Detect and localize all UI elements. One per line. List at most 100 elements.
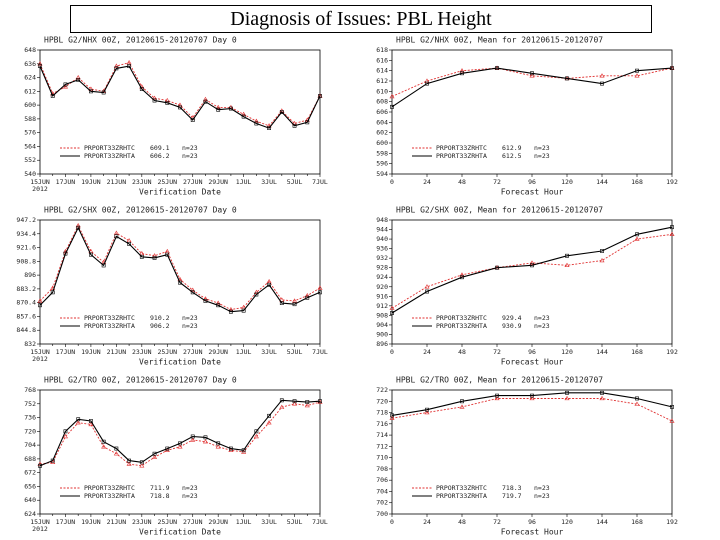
x-tick-label: 0 xyxy=(390,518,394,526)
point-marker xyxy=(50,458,55,463)
legend-n: n=23 xyxy=(182,322,198,330)
y-tick-label: 700 xyxy=(376,510,388,518)
y-tick-label: 616 xyxy=(376,56,388,64)
x-axis-label: Verification Date xyxy=(139,358,221,367)
legend-n: n=23 xyxy=(534,492,550,500)
x-tick-label: 29JUN xyxy=(208,178,228,186)
point-marker xyxy=(634,73,640,78)
point-marker xyxy=(425,289,429,294)
series-line xyxy=(39,226,321,313)
y-tick-label: 624 xyxy=(24,510,36,518)
point-marker xyxy=(203,435,208,440)
y-tick-label: 934.4 xyxy=(16,230,36,238)
point-marker xyxy=(76,77,81,82)
point-marker xyxy=(229,106,233,111)
chart-title: HPBL G2/TRO 00Z, Mean for 20120615-20120… xyxy=(396,376,603,385)
point-marker xyxy=(305,120,310,125)
y-tick-label: 608 xyxy=(376,98,388,106)
point-marker xyxy=(635,396,639,401)
point-marker xyxy=(460,275,464,280)
point-marker xyxy=(89,419,93,423)
point-marker xyxy=(127,64,131,68)
point-marker xyxy=(152,451,157,456)
point-marker xyxy=(495,265,499,270)
point-marker xyxy=(266,420,272,425)
y-tick-label: 900 xyxy=(376,330,388,338)
x-tick-label: 72 xyxy=(493,518,501,526)
point-marker xyxy=(215,444,221,449)
legend-label: PRPORT33ZRHTA xyxy=(84,152,135,160)
point-marker xyxy=(165,100,170,105)
series-line xyxy=(391,392,673,416)
chart-title: HPBL G2/NHX 00Z, 20120615-20120707 Day 0 xyxy=(44,36,237,45)
y-tick-label: 832 xyxy=(24,340,36,348)
point-marker xyxy=(600,390,604,395)
x-tick-label: 192 xyxy=(666,518,678,526)
x-tick-label: 5JUL xyxy=(287,518,303,526)
point-marker xyxy=(253,118,259,123)
x-tick-label: 17JUN xyxy=(56,348,76,356)
point-marker xyxy=(304,292,310,298)
y-tick-label: 720 xyxy=(376,397,388,405)
series-line xyxy=(391,398,673,422)
point-marker xyxy=(305,400,310,404)
y-tick-label: 588 xyxy=(24,115,36,123)
point-marker xyxy=(253,289,259,295)
x-tick-label: 144 xyxy=(596,178,608,186)
point-marker xyxy=(599,395,605,401)
legend-stat: 718.8 xyxy=(150,492,170,500)
point-marker xyxy=(279,301,284,305)
point-marker xyxy=(178,280,182,285)
point-marker xyxy=(670,405,674,409)
x-year-label: 2012 xyxy=(32,355,48,363)
plot-frame xyxy=(39,389,321,515)
y-tick-label: 618 xyxy=(376,46,388,54)
point-marker xyxy=(216,107,221,112)
point-marker xyxy=(267,126,271,130)
legend-stat: 929.4 xyxy=(502,314,522,322)
y-tick-label: 612 xyxy=(24,87,36,95)
series-line xyxy=(39,399,321,467)
y-tick-label: 896 xyxy=(376,340,388,348)
legend-stat: 606.2 xyxy=(150,152,170,160)
point-marker xyxy=(139,463,145,468)
point-marker xyxy=(292,399,297,404)
point-marker xyxy=(89,89,93,94)
x-tick-label: 5JUL xyxy=(287,178,303,186)
y-tick-label: 768 xyxy=(24,386,36,394)
x-tick-label: 17JUN xyxy=(56,178,76,186)
y-tick-label: 908.8 xyxy=(16,257,36,265)
y-tick-label: 712 xyxy=(376,442,388,450)
point-marker xyxy=(495,66,499,70)
legend-n: n=23 xyxy=(534,484,550,492)
y-tick-label: 576 xyxy=(24,129,36,137)
point-marker xyxy=(318,399,322,404)
point-marker xyxy=(76,225,81,230)
point-marker xyxy=(460,399,464,404)
point-marker xyxy=(215,300,221,305)
point-marker xyxy=(494,395,500,401)
x-tick-label: 29JUN xyxy=(208,348,228,356)
point-marker xyxy=(529,73,535,78)
x-tick-label: 120 xyxy=(561,178,573,186)
point-marker xyxy=(76,417,81,422)
x-year-label: 2012 xyxy=(32,185,48,193)
point-marker xyxy=(279,110,284,114)
point-marker xyxy=(669,231,675,237)
point-marker xyxy=(38,303,42,308)
y-tick-label: 552 xyxy=(24,156,36,164)
y-tick-label: 606 xyxy=(376,108,388,116)
point-marker xyxy=(114,66,119,71)
point-marker xyxy=(139,254,144,259)
point-marker xyxy=(101,439,106,444)
y-tick-label: 844.8 xyxy=(16,326,36,334)
point-marker xyxy=(101,263,106,268)
x-tick-label: 27JUN xyxy=(183,348,203,356)
y-tick-label: 936 xyxy=(376,245,388,253)
point-marker xyxy=(37,61,43,66)
point-marker xyxy=(127,241,131,246)
x-tick-label: 0 xyxy=(390,178,394,186)
legend-label: PRPORT33ZRHTA xyxy=(436,152,487,160)
